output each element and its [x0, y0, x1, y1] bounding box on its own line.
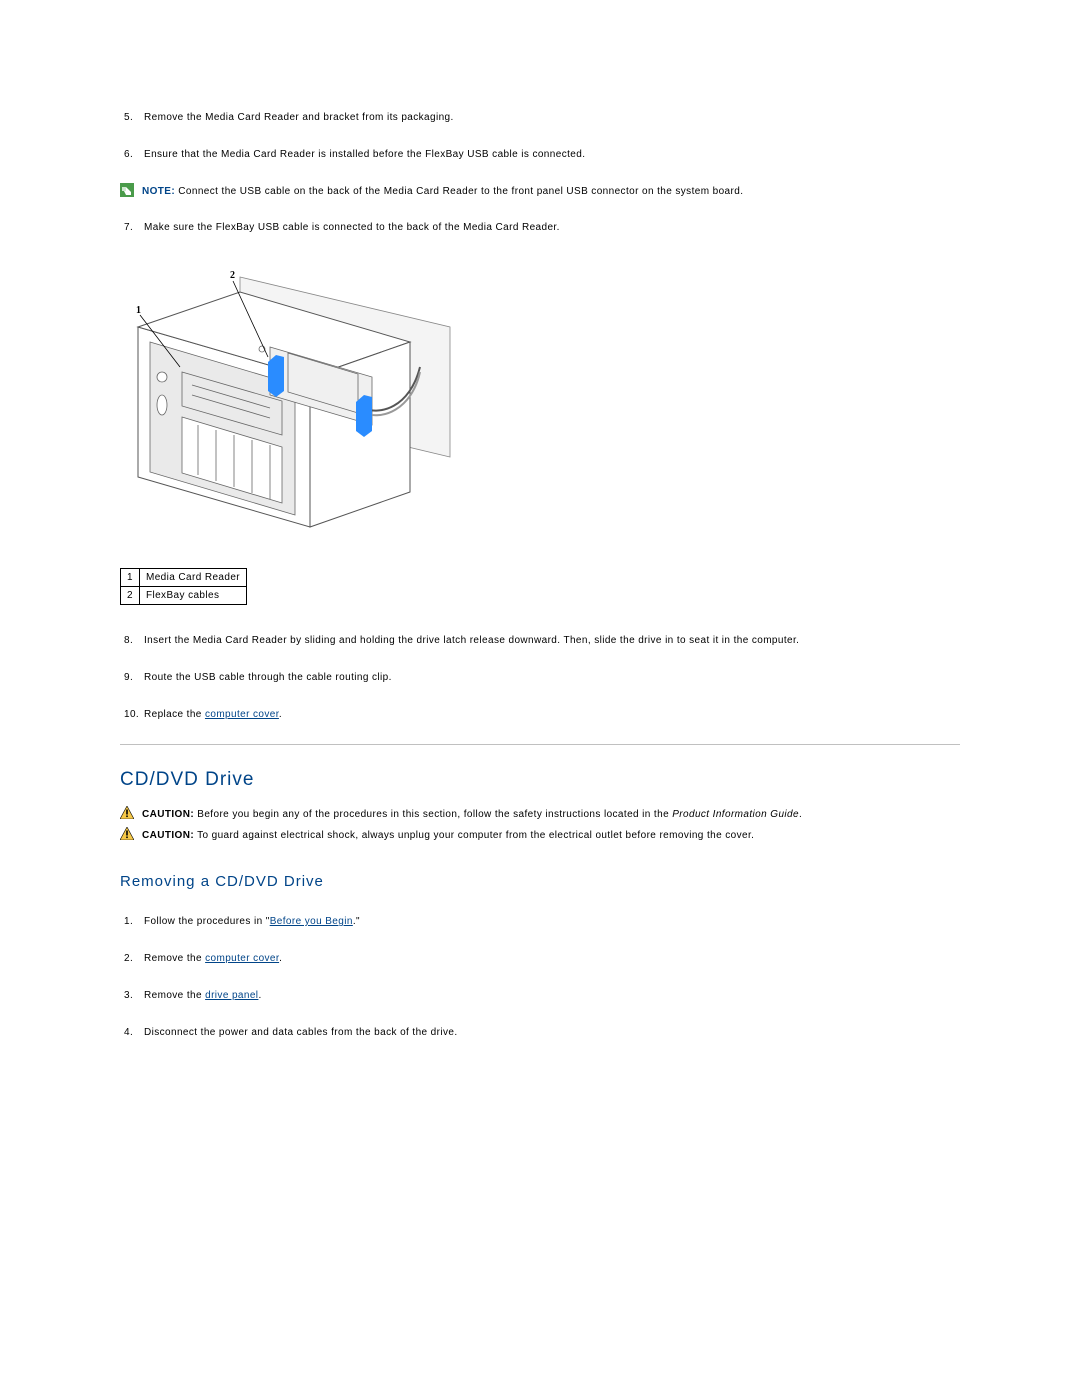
table-row: 1 Media Card Reader: [121, 569, 247, 587]
caution-icon: [120, 806, 134, 822]
note-icon: [120, 183, 134, 200]
diagram-label-2: 2: [230, 270, 235, 281]
step-number: 10.: [124, 707, 139, 722]
step-text-post: .: [279, 953, 282, 964]
diagram-label-1: 1: [136, 305, 141, 316]
step-number: 4.: [124, 1025, 133, 1040]
step-text-post: .: [258, 990, 261, 1001]
note-label: NOTE:: [142, 186, 175, 197]
step-text: Insert the Media Card Reader by sliding …: [144, 635, 799, 646]
drive-panel-link[interactable]: drive panel: [205, 990, 258, 1001]
steps-list-7: 7. Make sure the FlexBay USB cable is co…: [120, 220, 960, 235]
step-text-pre: Follow the procedures in ": [144, 916, 270, 927]
caution-body: Before you begin any of the procedures i…: [194, 809, 672, 820]
step-5: 5. Remove the Media Card Reader and brac…: [144, 110, 960, 125]
caution-italic: Product Information Guide: [672, 809, 799, 820]
steps-list-sub: 1. Follow the procedures in "Before you …: [120, 914, 960, 1040]
step-number: 5.: [124, 110, 133, 125]
sub-step-4: 4. Disconnect the power and data cables …: [144, 1025, 960, 1040]
step-9: 9. Route the USB cable through the cable…: [144, 670, 960, 685]
section-divider: [120, 744, 960, 745]
step-number: 1.: [124, 914, 133, 929]
step-text: Disconnect the power and data cables fro…: [144, 1027, 458, 1038]
sub-step-1: 1. Follow the procedures in "Before you …: [144, 914, 960, 929]
step-6: 6. Ensure that the Media Card Reader is …: [144, 147, 960, 162]
step-text-pre: Remove the: [144, 953, 205, 964]
caution-body: To guard against electrical shock, alway…: [194, 830, 754, 841]
caution-icon: [120, 827, 134, 843]
step-text-pre: Replace the: [144, 709, 205, 720]
caution-text: CAUTION: Before you begin any of the pro…: [142, 807, 802, 822]
caution-text: CAUTION: To guard against electrical sho…: [142, 828, 754, 843]
step-text: Remove the Media Card Reader and bracket…: [144, 112, 454, 123]
step-text-pre: Remove the: [144, 990, 205, 1001]
step-number: 6.: [124, 147, 133, 162]
note-block: NOTE: Connect the USB cable on the back …: [120, 184, 960, 200]
caution-block-1: CAUTION: Before you begin any of the pro…: [120, 807, 960, 822]
table-row: 2 FlexBay cables: [121, 587, 247, 605]
step-number: 7.: [124, 220, 133, 235]
steps-list-mid: 8. Insert the Media Card Reader by slidi…: [120, 633, 960, 722]
before-you-begin-link[interactable]: Before you Begin: [270, 916, 353, 927]
section-title: CD/DVD Drive: [120, 769, 960, 791]
diagram-media-card-reader: 1 2: [120, 257, 960, 550]
note-text: NOTE: Connect the USB cable on the back …: [142, 184, 743, 199]
step-number: 2.: [124, 951, 133, 966]
note-body: Connect the USB cable on the back of the…: [175, 186, 743, 197]
computer-cover-link[interactable]: computer cover: [205, 709, 279, 720]
steps-list-top: 5. Remove the Media Card Reader and brac…: [120, 110, 960, 162]
legend-num: 2: [121, 587, 140, 605]
subsection-title: Removing a CD/DVD Drive: [120, 873, 960, 890]
legend-num: 1: [121, 569, 140, 587]
step-8: 8. Insert the Media Card Reader by slidi…: [144, 633, 960, 648]
sub-step-2: 2. Remove the computer cover.: [144, 951, 960, 966]
step-text: Route the USB cable through the cable ro…: [144, 672, 392, 683]
step-number: 3.: [124, 988, 133, 1003]
sub-step-3: 3. Remove the drive panel.: [144, 988, 960, 1003]
caution-post: .: [799, 809, 802, 820]
caution-label: CAUTION:: [142, 809, 194, 820]
step-number: 8.: [124, 633, 133, 648]
step-text: Make sure the FlexBay USB cable is conne…: [144, 222, 560, 233]
caution-label: CAUTION:: [142, 830, 194, 841]
diagram-legend-table: 1 Media Card Reader 2 FlexBay cables: [120, 568, 247, 605]
step-10: 10. Replace the computer cover.: [144, 707, 960, 722]
step-number: 9.: [124, 670, 133, 685]
step-text-post: .: [279, 709, 282, 720]
caution-block-2: CAUTION: To guard against electrical sho…: [120, 828, 960, 843]
step-7: 7. Make sure the FlexBay USB cable is co…: [144, 220, 960, 235]
step-text-post: .": [353, 916, 360, 927]
legend-label: Media Card Reader: [139, 569, 246, 587]
step-text: Ensure that the Media Card Reader is ins…: [144, 149, 585, 160]
computer-cover-link[interactable]: computer cover: [205, 953, 279, 964]
legend-label: FlexBay cables: [139, 587, 246, 605]
